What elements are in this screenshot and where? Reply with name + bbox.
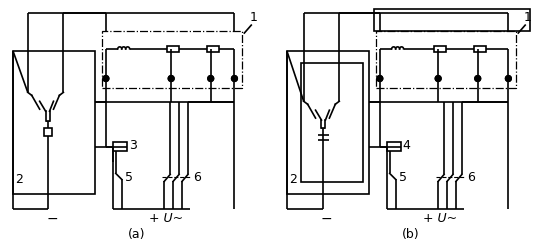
Text: 1: 1 [249,11,257,24]
Text: + U~: + U~ [150,212,184,226]
Text: 5: 5 [399,171,406,184]
Circle shape [377,76,383,81]
Text: 5: 5 [125,171,133,184]
Circle shape [103,76,109,81]
Circle shape [475,76,481,81]
Bar [167,46,179,52]
Bar [474,46,486,52]
Text: (a): (a) [128,228,145,241]
Text: −: − [321,212,332,226]
Bar [287,51,369,194]
Text: 1: 1 [523,11,531,24]
Text: + U~: + U~ [424,212,458,226]
Bar [102,31,243,88]
Bar [374,9,530,31]
Circle shape [505,76,511,81]
Bar [43,128,52,136]
Text: −: − [47,212,58,226]
Bar [301,63,363,182]
Bar [207,46,219,52]
Text: 4: 4 [403,139,410,152]
Circle shape [168,76,174,81]
Text: 2: 2 [15,173,23,186]
Text: 3: 3 [129,139,136,152]
Bar [13,51,95,194]
Text: 2: 2 [289,173,296,186]
Bar [376,31,516,88]
Text: (b): (b) [402,228,419,241]
Circle shape [208,76,213,81]
Bar [387,142,400,151]
Text: 6: 6 [467,171,475,184]
Bar [434,46,446,52]
Text: 6: 6 [193,171,201,184]
Bar [113,142,127,151]
Circle shape [436,76,441,81]
Circle shape [232,76,237,81]
